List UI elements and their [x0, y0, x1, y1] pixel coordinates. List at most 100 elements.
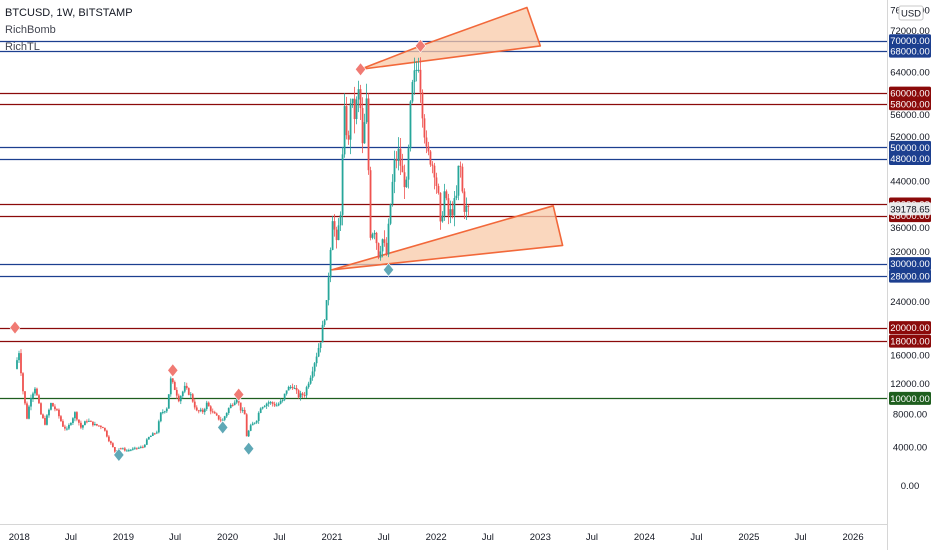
candle-body — [68, 424, 70, 429]
candle-body — [159, 412, 162, 422]
candle-body — [143, 444, 146, 448]
bottom-marker[interactable] — [217, 420, 229, 435]
top-marker[interactable] — [233, 387, 245, 402]
candle-body — [467, 205, 470, 207]
candle-body — [407, 148, 410, 180]
candle-body — [187, 388, 190, 395]
candle-body — [331, 221, 334, 250]
currency-button[interactable] — [898, 5, 924, 21]
candle-body — [435, 177, 438, 187]
indicator-richtl[interactable]: RichTL — [5, 41, 40, 53]
candle-body — [251, 423, 254, 426]
candle-body — [445, 191, 448, 199]
level-price-tag-label: 18000.00 — [890, 337, 930, 348]
top-marker[interactable] — [354, 62, 367, 77]
candle-body — [129, 449, 132, 451]
candle-body — [173, 382, 176, 390]
upper-channel[interactable] — [359, 6, 542, 71]
candle-body — [201, 409, 204, 413]
candle-body — [363, 122, 366, 144]
candle-body — [373, 232, 376, 235]
candle-body — [277, 403, 280, 406]
candle-body — [437, 186, 440, 193]
candle-body — [189, 394, 192, 396]
candle-body — [40, 403, 42, 415]
candle-body — [113, 447, 116, 452]
time-tick-label: Jul — [482, 532, 494, 543]
candle-body — [22, 373, 24, 392]
level-price-tag — [889, 391, 931, 405]
lower-channel[interactable] — [331, 205, 564, 271]
level-price-tag-label: 38000.00 — [890, 211, 930, 222]
candle-body — [217, 415, 220, 420]
candle-body — [343, 106, 346, 155]
candle-body — [281, 399, 284, 401]
candle-body — [139, 446, 142, 448]
symbol-title[interactable]: BTCUSD, 1W, BITSTAMP — [5, 7, 133, 19]
candle-body — [93, 423, 96, 426]
candle-body — [197, 410, 200, 412]
candle-body — [211, 411, 214, 413]
candle-body — [131, 448, 134, 450]
candle-body — [465, 205, 468, 212]
level-price-tag-label: 48000.00 — [890, 154, 930, 165]
candle-body — [285, 390, 288, 394]
time-tick-label: 2024 — [634, 532, 655, 543]
top-marker[interactable] — [414, 38, 427, 53]
candle-body — [315, 356, 318, 364]
candle-body — [383, 239, 386, 243]
candle-body — [283, 393, 286, 400]
candle-body — [48, 409, 50, 416]
candle-body — [365, 98, 368, 123]
time-tick-label: Jul — [169, 532, 181, 543]
candle-body — [329, 249, 332, 278]
candle-body — [60, 416, 62, 422]
candle-body — [121, 448, 124, 450]
candle-body — [399, 148, 402, 166]
candle-body — [393, 159, 396, 182]
candle-body — [275, 405, 278, 407]
top-marker[interactable] — [167, 363, 179, 378]
level-price-tag — [889, 140, 931, 154]
candle-body — [88, 420, 90, 422]
top-marker[interactable] — [9, 320, 21, 335]
candle-body — [391, 181, 394, 205]
candle-body — [225, 412, 228, 417]
level-price-tag — [889, 152, 931, 166]
candle-body — [355, 99, 358, 120]
bottom-marker[interactable] — [113, 447, 125, 462]
level-price-tag-label: 30000.00 — [890, 259, 930, 270]
candle-body — [38, 395, 40, 404]
candle-body — [52, 403, 54, 407]
candle-body — [167, 394, 170, 409]
currency-button-label: USD — [901, 9, 921, 20]
candle-body — [183, 385, 186, 392]
bottom-marker[interactable] — [243, 441, 255, 456]
indicator-richbomb[interactable]: RichBomb — [5, 24, 56, 36]
candle-body — [455, 195, 458, 199]
candle-body — [441, 215, 444, 222]
candle-body — [305, 387, 308, 396]
candle-body — [401, 165, 404, 173]
bottom-marker[interactable] — [382, 262, 395, 277]
candle-body — [359, 89, 362, 109]
time-tick-label: 2021 — [321, 532, 342, 543]
candle-body — [259, 408, 262, 413]
candle-body — [105, 430, 108, 437]
candle-body — [125, 450, 128, 452]
candle-body — [82, 425, 84, 428]
candle-body — [127, 450, 130, 452]
candle-body — [313, 363, 316, 372]
price-tick-label: 12000.00 — [890, 379, 930, 390]
candle-body — [181, 391, 184, 397]
candle-body — [307, 383, 310, 388]
time-tick-label: 2018 — [9, 532, 30, 543]
time-tick-label: 2023 — [530, 532, 551, 543]
candle-body — [323, 320, 326, 325]
candle-body — [62, 421, 64, 427]
candle-body — [273, 403, 276, 406]
candle-body — [339, 214, 342, 226]
level-price-tag — [889, 44, 931, 58]
candle-body — [97, 425, 100, 427]
